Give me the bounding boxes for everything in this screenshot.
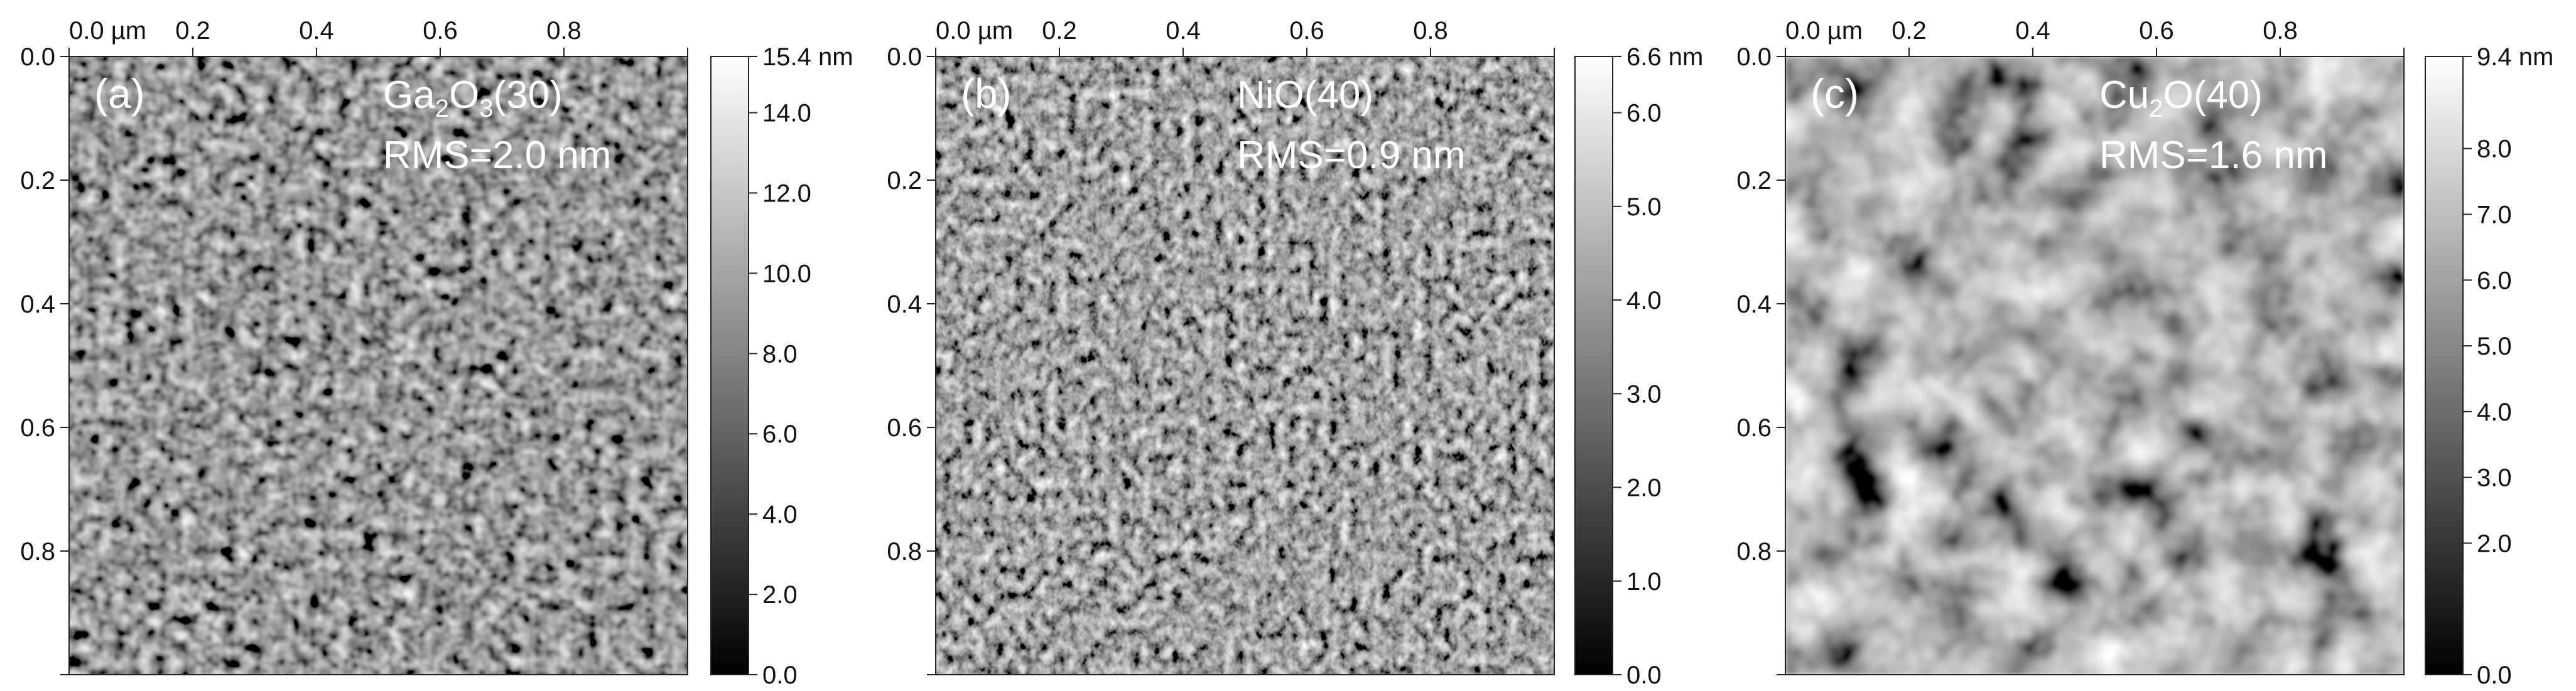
y-tick-label: 0.4 [887,291,922,318]
y-tick-label: 0.2 [20,167,55,195]
colorbar-tick-label: 4.0 [2477,399,2512,426]
x-tick-label: 0.2 [175,17,210,45]
y-tick-label: 0.2 [1736,167,1772,195]
colorbar-tick-label: 8.0 [2477,136,2512,163]
colorbar-tick-label: 12.0 [762,179,811,207]
colorbar-tick-label: 2.0 [1626,474,1662,502]
colorbar-tick-label: 0.0 [2477,662,2512,689]
material-text: Ga [383,73,435,117]
x-tick-label: 0.0 µm [1785,17,1863,45]
y-tick-label: 0.8 [1736,538,1772,565]
colorbar [2425,56,2464,675]
colorbar [1574,56,1613,675]
colorbar-tick-label: 4.0 [1626,287,1662,314]
x-tick-label: 0.6 [2139,17,2174,45]
material-label: Cu2​O(40) [2099,73,2263,122]
afm-image-a [69,56,688,675]
y-tick-label: 0.4 [20,291,55,318]
colorbar-tick-label: 6.0 [1626,100,1662,127]
x-tick-label: 0.4 [2015,17,2050,45]
colorbar-tick-label: 10.0 [762,260,811,287]
x-tick-label: 0.4 [1166,17,1201,45]
x-tick-label: 0.0 µm [936,17,1013,45]
material-text: Cu [2099,73,2149,117]
material-text: (40) [1304,73,1373,117]
y-tick-label: 0.4 [1736,291,1772,318]
colorbar [710,56,749,675]
colorbar-max-label: 9.4 nm [2477,43,2553,71]
rms-label: RMS=1.6 nm [2099,134,2328,177]
colorbar-tick-label: 0.0 [1626,662,1662,689]
rms-label: RMS=2.0 nm [383,134,612,177]
colorbar-max-label: 15.4 nm [762,43,853,71]
x-tick-label: 0.0 µm [69,17,146,45]
y-tick-label: 0.6 [20,414,55,442]
colorbar-tick-label: 2.0 [762,581,798,609]
afm-panel-a: 0.0 µm 0.2 0.4 0.6 0.8 0.0 0.2 0.4 0.6 0.8 (a) Ga2​… [20,17,853,689]
colorbar-tick-label: 4.0 [762,501,798,528]
material-text: O [2163,73,2194,117]
colorbar-tick-label: 3.0 [2477,464,2512,492]
material-label: Ga2​O3​(30) [383,73,563,122]
colorbar-tick-label: 5.0 [2477,333,2512,360]
y-tick-label: 0.8 [887,538,922,565]
y-tick-label: 0.0 [20,43,55,71]
colorbar-tick-label: 5.0 [1626,193,1662,221]
y-tick-label: 0.8 [20,538,55,565]
panel-label: (c) [1810,70,1859,117]
colorbar-tick-label: 1.0 [1626,568,1662,596]
afm-image-c [1785,56,2404,675]
colorbar-tick-label: 6.0 [2477,267,2512,294]
material-subscript: 3 [479,95,493,122]
material-text: O [449,73,479,117]
material-text: (40) [2194,73,2263,117]
x-tick-label: 0.6 [1289,17,1324,45]
material-subscript: 2 [2149,95,2163,122]
panel-label: (a) [94,70,145,117]
y-tick-label: 0.0 [887,43,922,71]
material-subscript: 2 [435,95,449,122]
colorbar-tick-label: 7.0 [2477,201,2512,228]
x-tick-label: 0.2 [1042,17,1077,45]
colorbar-tick-label: 14.0 [762,100,811,127]
x-tick-label: 0.8 [2263,17,2298,45]
x-tick-label: 0.4 [299,17,334,45]
colorbar-tick-label: 8.0 [762,340,798,368]
colorbar-tick-label: 0.0 [762,662,798,689]
colorbar-max-label: 6.6 nm [1626,43,1703,71]
afm-image-b [936,56,1554,675]
material-text: NiO [1237,73,1304,117]
y-tick-label: 0.2 [887,167,922,195]
afm-image-frame [1785,56,2405,675]
x-tick-label: 0.6 [423,17,458,45]
x-tick-label: 0.8 [1413,17,1448,45]
colorbar-tick-label: 6.0 [762,420,798,448]
colorbar-tick-label: 3.0 [1626,380,1662,408]
y-tick-label: 0.6 [1736,414,1772,442]
panel-label: (b) [961,70,1012,117]
afm-panel-c: 0.0 µm 0.2 0.4 0.6 0.8 0.0 0.2 0.4 0.6 0.8 (c) Cu2​… [1736,17,2553,689]
afm-panel-b: 0.0 µm 0.2 0.4 0.6 0.8 0.0 0.2 0.4 0.6 0.8 (b) NiO(… [887,17,1703,689]
material-label: NiO(40) [1237,73,1373,117]
y-tick-label: 0.6 [887,414,922,442]
rms-label: RMS=0.9 nm [1237,134,1466,177]
x-tick-label: 0.2 [1891,17,1927,45]
y-tick-label: 0.0 [1736,43,1772,71]
afm-image-frame [935,56,1555,675]
colorbar-tick-label: 2.0 [2477,530,2512,557]
x-tick-label: 0.8 [546,17,582,45]
material-text: (30) [493,73,562,117]
afm-image-frame [68,56,688,675]
